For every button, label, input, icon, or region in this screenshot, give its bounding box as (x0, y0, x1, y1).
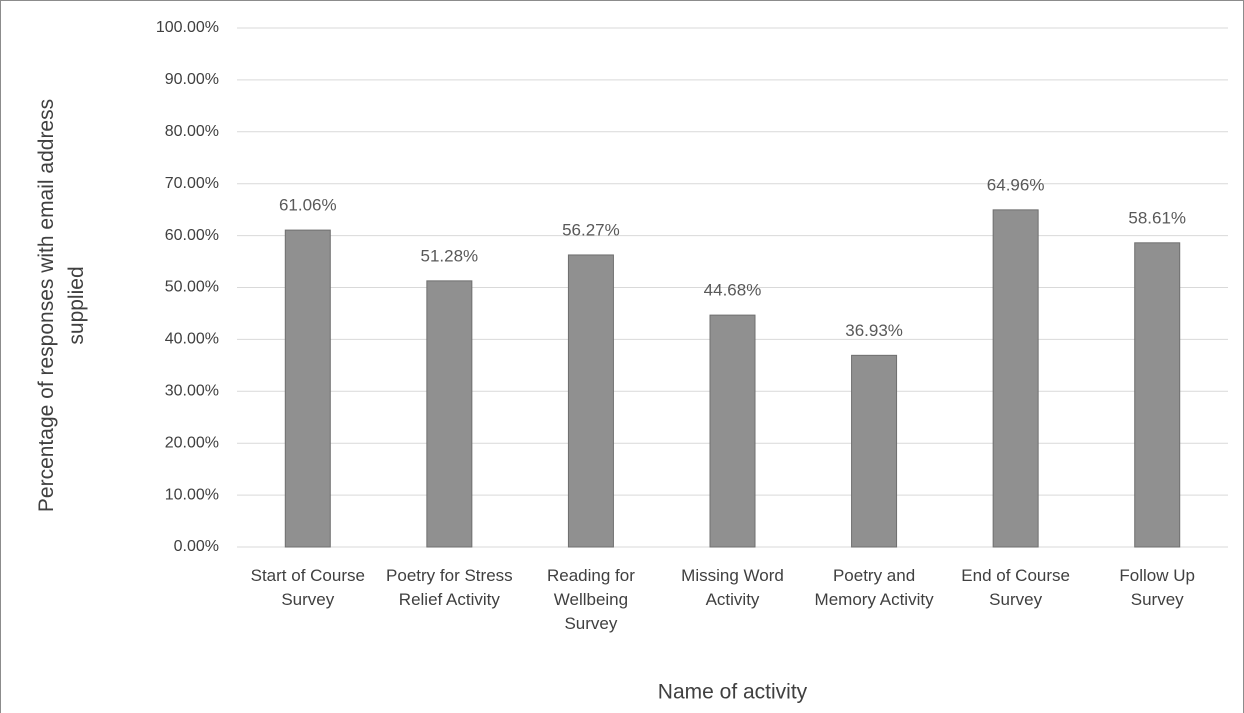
bar (567, 254, 614, 548)
x-tick-label: Poetry for Stress Relief Activity (386, 566, 513, 609)
x-tick-label: Start of Course Survey (251, 566, 365, 609)
y-tick-label: 80.00% (165, 123, 219, 140)
data-label: 58.61% (1128, 208, 1186, 227)
x-tick-label: Reading for Wellbeing Survey (547, 566, 635, 633)
data-label: 56.27% (562, 220, 620, 239)
y-tick-label: 70.00% (165, 175, 219, 192)
y-tick-label: 0.00% (174, 538, 219, 555)
y-tick-label: 40.00% (165, 331, 219, 348)
data-label: 51.28% (421, 246, 479, 265)
y-tick-label: 90.00% (165, 71, 219, 88)
y-tick-label: 50.00% (165, 279, 219, 296)
bar (709, 314, 756, 548)
bar (426, 280, 473, 548)
y-tick-label: 100.00% (156, 19, 219, 36)
y-tick-label: 10.00% (165, 486, 219, 503)
bar (1134, 242, 1181, 548)
data-label: 44.68% (704, 281, 762, 300)
x-tick-label: Missing Word Activity (681, 566, 784, 609)
data-label: 61.06% (279, 196, 337, 215)
x-tick-label: Poetry and Memory Activity (815, 566, 935, 609)
bar (851, 354, 898, 548)
bar (284, 229, 331, 548)
y-tick-label: 60.00% (165, 227, 219, 244)
x-tick-label: End of Course Survey (961, 566, 1070, 609)
x-tick-label: Follow Up Survey (1119, 566, 1195, 609)
data-label: 64.96% (987, 175, 1045, 194)
y-axis-title: Percentage of responses with email addre… (35, 99, 88, 512)
x-axis-title: Name of activity (658, 681, 808, 704)
y-tick-label: 30.00% (165, 383, 219, 400)
y-tick-label: 20.00% (165, 434, 219, 451)
data-label: 36.93% (845, 321, 903, 340)
bar (992, 209, 1039, 548)
